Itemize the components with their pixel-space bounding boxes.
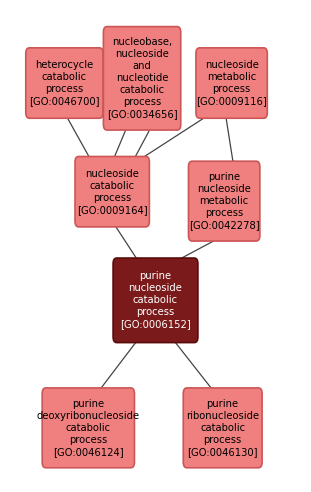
Text: nucleobase,
nucleoside
and
nucleotide
catabolic
process
[GO:0034656]: nucleobase, nucleoside and nucleotide ca… bbox=[107, 37, 177, 120]
Text: purine
ribonucleoside
catabolic
process
[GO:0046130]: purine ribonucleoside catabolic process … bbox=[186, 399, 259, 457]
Text: heterocycle
catabolic
process
[GO:0046700]: heterocycle catabolic process [GO:004670… bbox=[29, 60, 100, 106]
FancyBboxPatch shape bbox=[196, 48, 267, 118]
Text: purine
deoxyribonucleoside
catabolic
process
[GO:0046124]: purine deoxyribonucleoside catabolic pro… bbox=[37, 399, 140, 457]
FancyBboxPatch shape bbox=[42, 388, 134, 468]
FancyBboxPatch shape bbox=[75, 156, 149, 227]
FancyBboxPatch shape bbox=[113, 258, 198, 342]
Text: nucleoside
catabolic
process
[GO:0009164]: nucleoside catabolic process [GO:0009164… bbox=[77, 169, 147, 215]
FancyBboxPatch shape bbox=[183, 388, 262, 468]
Text: nucleoside
metabolic
process
[GO:0009116]: nucleoside metabolic process [GO:0009116… bbox=[196, 60, 267, 106]
Text: purine
nucleoside
metabolic
process
[GO:0042278]: purine nucleoside metabolic process [GO:… bbox=[189, 172, 259, 230]
FancyBboxPatch shape bbox=[188, 161, 260, 241]
FancyBboxPatch shape bbox=[103, 27, 181, 130]
Text: purine
nucleoside
catabolic
process
[GO:0006152]: purine nucleoside catabolic process [GO:… bbox=[120, 271, 191, 329]
FancyBboxPatch shape bbox=[26, 48, 103, 118]
